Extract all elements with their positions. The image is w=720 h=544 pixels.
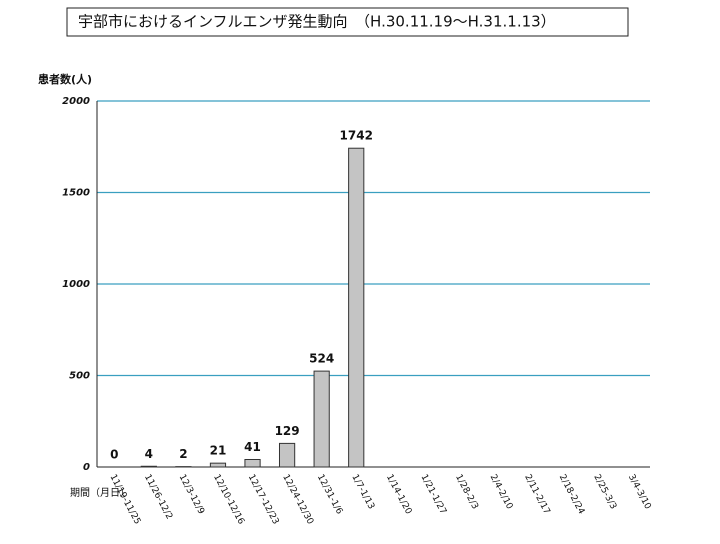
x-tick-label: 12/17-12/23 <box>246 473 281 526</box>
value-label: 41 <box>244 440 261 454</box>
x-tick-label: 2/18-2/24 <box>557 473 586 516</box>
x-tick-label: 2/25-3/3 <box>591 473 618 511</box>
x-tick-label: 1/21-1/27 <box>418 473 447 516</box>
y-tick-label: 1000 <box>62 279 90 290</box>
bar <box>209 462 227 468</box>
x-tick-label: 12/10-12/16 <box>211 473 246 527</box>
x-tick-label: 1/28-2/3 <box>453 473 480 511</box>
x-tick-label: 1/14-1/20 <box>384 473 413 516</box>
bar <box>348 147 365 468</box>
x-tick-label: 2/4-2/10 <box>488 473 515 511</box>
x-tick-label: 12/31-1/6 <box>315 473 344 516</box>
x-tick-label: 12/3-12/9 <box>177 473 206 516</box>
value-label: 21 <box>210 444 227 458</box>
title-box <box>66 7 629 37</box>
value-label: 524 <box>309 352 334 366</box>
x-tick-label: 1/7-1/13 <box>349 473 376 511</box>
value-label: 4 <box>145 447 153 461</box>
y-tick-label: 2000 <box>62 96 90 107</box>
x-tick-label: 11/19-11/25 <box>107 473 142 526</box>
x-tick-label: 3/4-3/10 <box>626 473 653 511</box>
x-tick-label: 2/11-2/17 <box>522 473 551 516</box>
bar <box>313 370 330 468</box>
y-tick-label: 0 <box>83 462 90 473</box>
bar <box>140 465 157 468</box>
bar <box>244 458 261 468</box>
x-tick-label: 12/24-12/30 <box>280 473 315 527</box>
value-label: 129 <box>275 424 300 438</box>
bar <box>278 442 296 468</box>
y-tick-label: 1500 <box>62 188 90 199</box>
chart-title: 宇部市におけるインフルエンザ発生動向 （H.30.11.19～H.31.1.13… <box>78 13 556 31</box>
value-label: 2 <box>179 447 187 461</box>
y-tick-label: 500 <box>69 371 90 382</box>
x-axis-label: 期間（月日） <box>70 487 130 499</box>
value-label: 0 <box>110 448 118 462</box>
y-axis-label: 患者数(人) <box>38 72 92 86</box>
x-tick-label: 11/26-12/2 <box>142 473 174 521</box>
value-label: 1742 <box>340 129 373 143</box>
